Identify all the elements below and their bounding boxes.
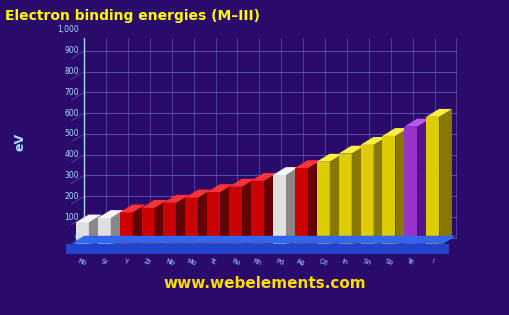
Polygon shape bbox=[229, 179, 254, 187]
Text: 200: 200 bbox=[65, 192, 79, 201]
Polygon shape bbox=[394, 128, 407, 246]
Text: Zr: Zr bbox=[144, 258, 152, 266]
Polygon shape bbox=[132, 204, 145, 246]
Polygon shape bbox=[185, 190, 211, 198]
Polygon shape bbox=[142, 208, 154, 246]
Text: Nb: Nb bbox=[164, 258, 175, 266]
Text: 0: 0 bbox=[74, 233, 79, 242]
Polygon shape bbox=[89, 215, 101, 246]
Text: 600: 600 bbox=[64, 109, 79, 117]
Polygon shape bbox=[264, 173, 276, 246]
Polygon shape bbox=[98, 218, 110, 246]
Polygon shape bbox=[404, 127, 416, 246]
Polygon shape bbox=[142, 200, 167, 208]
Text: 900: 900 bbox=[64, 46, 79, 55]
Polygon shape bbox=[316, 154, 342, 162]
Text: Pd: Pd bbox=[274, 258, 284, 266]
Polygon shape bbox=[360, 145, 373, 246]
Text: Mo: Mo bbox=[186, 258, 197, 266]
Text: 300: 300 bbox=[64, 171, 79, 180]
Text: Y: Y bbox=[123, 258, 129, 265]
Text: www.webelements.com: www.webelements.com bbox=[163, 276, 366, 291]
Polygon shape bbox=[176, 195, 189, 246]
Polygon shape bbox=[207, 184, 233, 192]
Polygon shape bbox=[220, 184, 233, 246]
Polygon shape bbox=[294, 168, 307, 246]
Text: 700: 700 bbox=[64, 88, 79, 97]
Polygon shape bbox=[404, 119, 429, 127]
Text: Tc: Tc bbox=[209, 258, 217, 266]
Polygon shape bbox=[351, 146, 364, 246]
Text: 1,000: 1,000 bbox=[57, 26, 79, 34]
Polygon shape bbox=[338, 146, 364, 154]
Text: Electron binding energies (M–III): Electron binding energies (M–III) bbox=[5, 9, 260, 23]
Polygon shape bbox=[382, 136, 394, 246]
Polygon shape bbox=[426, 109, 451, 117]
Polygon shape bbox=[438, 109, 451, 246]
Text: Sb: Sb bbox=[383, 258, 393, 266]
Polygon shape bbox=[382, 128, 407, 136]
Polygon shape bbox=[360, 137, 385, 145]
Polygon shape bbox=[250, 173, 276, 181]
Polygon shape bbox=[329, 154, 342, 246]
Text: In: In bbox=[341, 258, 348, 266]
Text: Te: Te bbox=[406, 258, 414, 266]
Polygon shape bbox=[163, 195, 189, 203]
Text: Ag: Ag bbox=[296, 258, 306, 266]
Polygon shape bbox=[120, 204, 145, 212]
Polygon shape bbox=[110, 210, 123, 246]
Polygon shape bbox=[66, 243, 448, 254]
Text: eV: eV bbox=[14, 133, 27, 151]
Text: Rh: Rh bbox=[252, 258, 262, 266]
Polygon shape bbox=[307, 160, 320, 246]
Text: 500: 500 bbox=[64, 129, 79, 138]
Text: 800: 800 bbox=[65, 67, 79, 76]
Polygon shape bbox=[272, 167, 298, 175]
Text: 400: 400 bbox=[64, 150, 79, 159]
Polygon shape bbox=[207, 192, 220, 246]
Text: I: I bbox=[430, 258, 434, 265]
Polygon shape bbox=[198, 190, 211, 246]
Text: Ru: Ru bbox=[230, 258, 240, 266]
Polygon shape bbox=[185, 198, 198, 246]
Polygon shape bbox=[120, 212, 132, 246]
Text: Sr: Sr bbox=[100, 258, 108, 266]
Polygon shape bbox=[76, 215, 101, 222]
Polygon shape bbox=[163, 203, 176, 246]
Polygon shape bbox=[426, 117, 438, 246]
Polygon shape bbox=[154, 200, 167, 246]
Polygon shape bbox=[229, 187, 242, 246]
Text: 100: 100 bbox=[65, 213, 79, 221]
Polygon shape bbox=[250, 181, 264, 246]
Polygon shape bbox=[416, 119, 429, 246]
Polygon shape bbox=[71, 236, 456, 243]
Polygon shape bbox=[294, 160, 320, 168]
Polygon shape bbox=[338, 154, 351, 246]
Polygon shape bbox=[76, 222, 89, 246]
Polygon shape bbox=[316, 162, 329, 246]
Text: Sn: Sn bbox=[361, 258, 371, 266]
Polygon shape bbox=[286, 167, 298, 246]
Polygon shape bbox=[272, 175, 286, 246]
Polygon shape bbox=[373, 137, 385, 246]
Text: Cd: Cd bbox=[318, 258, 328, 266]
Text: Rb: Rb bbox=[77, 258, 87, 266]
Polygon shape bbox=[242, 179, 254, 246]
Polygon shape bbox=[98, 210, 123, 218]
